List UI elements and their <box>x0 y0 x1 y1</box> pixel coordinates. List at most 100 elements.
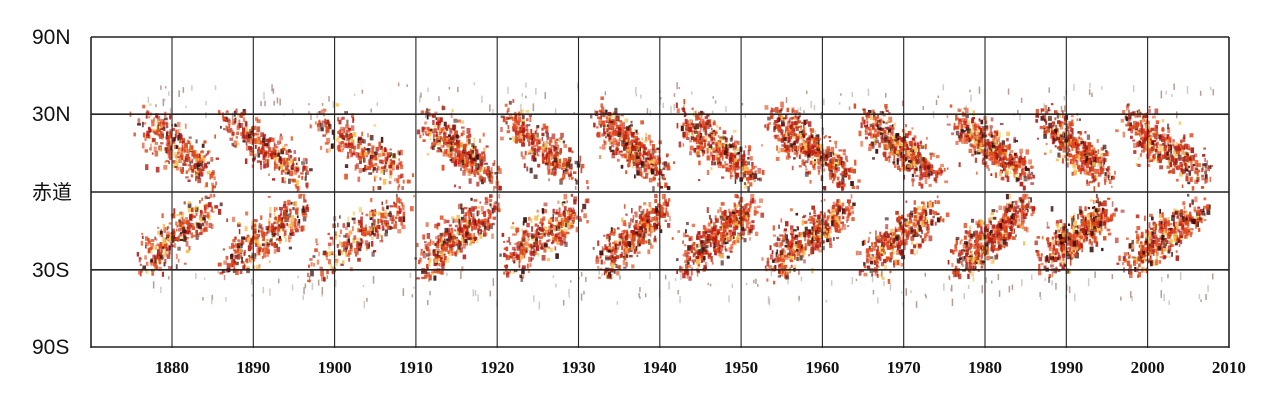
sunspot-mark <box>548 153 551 158</box>
sunspot-mark <box>609 231 613 234</box>
sunspot-mark <box>163 262 166 267</box>
sunspot-mark <box>461 157 464 160</box>
sunspot-mark <box>745 213 748 219</box>
sunspot-mark <box>563 193 568 200</box>
sunspot-mark <box>603 234 606 237</box>
sunspot-mark <box>575 179 578 185</box>
sunspot-mark <box>398 161 402 166</box>
sunspot-mark <box>529 167 533 174</box>
sunspot-mark <box>624 118 629 123</box>
sunspot-mark <box>519 140 523 144</box>
sunspot-mark <box>353 139 355 145</box>
sunspot-mark <box>173 242 177 248</box>
sunspot-mark <box>477 218 480 224</box>
sunspot-mark <box>450 112 453 118</box>
sunspot-mark <box>451 250 454 256</box>
sunspot-mark <box>141 235 144 239</box>
sunspot-mark <box>837 211 840 215</box>
sunspot-mark <box>665 207 668 213</box>
sunspot-mark <box>548 178 550 182</box>
sunspot-mark <box>198 170 202 176</box>
sunspot-mark <box>242 140 246 143</box>
sunspot-mark <box>379 218 383 223</box>
sunspot-mark <box>696 136 700 143</box>
sunspot-mark <box>550 152 554 156</box>
sunspot-mark <box>514 119 518 124</box>
sunspot-mark <box>466 137 469 143</box>
sunspot-mark <box>459 222 462 228</box>
sunspot-mark <box>721 236 725 241</box>
sunspot-mark <box>163 117 168 121</box>
sunspot-mark <box>601 106 605 112</box>
sunspot-outlier <box>169 108 172 113</box>
sunspot-mark <box>531 226 534 232</box>
sunspot-mark <box>518 116 522 123</box>
sunspot-mark <box>704 129 707 135</box>
sunspot-mark <box>717 165 722 169</box>
sunspot-mark <box>520 277 524 282</box>
sunspot-mark <box>397 186 400 191</box>
sunspot-mark <box>214 134 216 139</box>
sunspot-mark <box>741 166 744 172</box>
sunspot-mark <box>600 111 604 115</box>
sunspot-mark <box>538 140 541 144</box>
sunspot-mark <box>441 257 444 264</box>
sunspot-outlier <box>308 275 311 283</box>
sunspot-mark <box>515 136 519 140</box>
sunspot-outlier <box>428 278 430 282</box>
sunspot-mark <box>547 169 551 175</box>
sunspot-mark <box>541 127 544 131</box>
sunspot-mark <box>235 108 238 115</box>
sunspot-mark <box>263 244 267 250</box>
sunspot-mark <box>470 197 473 201</box>
sunspot-mark <box>713 139 717 143</box>
sunspot-mark <box>573 199 577 205</box>
sunspot-mark <box>337 130 340 135</box>
sunspot-mark <box>654 156 657 162</box>
sunspot-mark <box>728 143 731 147</box>
sunspot-mark <box>231 131 235 136</box>
sunspot-mark <box>609 255 612 259</box>
sunspot-mark <box>633 129 636 132</box>
sunspot-mark <box>607 124 611 130</box>
sunspot-mark <box>645 159 647 162</box>
sunspot-mark <box>531 147 534 150</box>
sunspot-outlier <box>273 100 275 106</box>
sunspot-mark <box>279 133 283 137</box>
sunspot-mark <box>267 195 271 198</box>
sunspot-mark <box>150 242 154 246</box>
sunspot-mark <box>726 152 730 156</box>
sunspot-mark <box>166 148 170 155</box>
sunspot-outlier <box>278 278 280 284</box>
sunspot-mark <box>447 139 450 144</box>
sunspot-mark <box>619 150 623 153</box>
sunspot-mark <box>229 263 234 268</box>
sunspot-mark <box>719 226 722 229</box>
sunspot-mark <box>551 217 554 222</box>
sunspot-mark <box>466 135 471 138</box>
sunspot-mark <box>381 224 384 227</box>
sunspot-mark <box>610 259 615 265</box>
sunspot-mark <box>436 242 439 247</box>
sunspot-mark <box>506 110 509 114</box>
sunspot-mark <box>166 231 170 238</box>
sunspot-mark <box>702 119 705 124</box>
sunspot-mark <box>625 139 628 143</box>
sunspot-mark <box>250 220 255 226</box>
sunspot-mark <box>534 223 538 227</box>
sunspot-mark <box>367 133 369 138</box>
sunspot-mark <box>546 136 549 141</box>
sunspot-mark <box>728 237 731 240</box>
sunspot-mark <box>607 117 609 122</box>
sunspot-mark <box>800 232 805 237</box>
sunspot-mark <box>145 164 149 171</box>
sunspot-mark <box>318 120 321 124</box>
sunspot-mark <box>702 246 707 252</box>
sunspot-mark <box>512 269 515 275</box>
sunspot-mark <box>614 127 617 132</box>
sunspot-mark <box>177 155 181 158</box>
sunspot-mark <box>686 270 690 276</box>
sunspot-mark <box>644 160 648 166</box>
sunspot-mark <box>479 201 482 204</box>
sunspot-mark <box>616 158 620 162</box>
